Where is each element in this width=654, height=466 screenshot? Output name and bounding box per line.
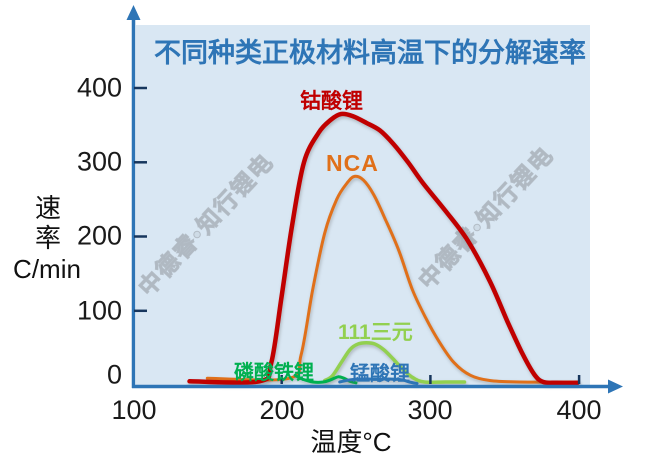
curve-label-nmc111: 111三元 xyxy=(338,321,413,344)
y-tick-label-300: 300 xyxy=(76,146,122,177)
x-tick-label-300: 300 xyxy=(407,395,453,425)
x-tick-label-200: 200 xyxy=(259,395,305,425)
x-tick-label-100: 100 xyxy=(111,395,157,425)
y-axis-arrow-icon xyxy=(126,5,141,20)
curve-nmc111 xyxy=(323,340,467,385)
x-axis-title: 温度°C xyxy=(310,427,392,457)
y-axis-unit: C/min xyxy=(13,254,81,284)
plot-area xyxy=(136,25,590,385)
x-axis-arrow-icon xyxy=(608,379,623,394)
y-axis-title: 速 率 xyxy=(26,193,70,253)
y-tick-label-0: 0 xyxy=(106,359,122,390)
chart-title: 不同种类正极材料高温下的分解速率 xyxy=(154,38,586,68)
curve-label-nca: NCA xyxy=(326,150,379,176)
y-axis-title-char1: 速 xyxy=(34,193,61,223)
y-tick-label-400: 400 xyxy=(76,72,122,103)
x-tick-label-400: 400 xyxy=(556,395,602,425)
curve-label-lco: 钴酸锂 xyxy=(300,90,363,113)
curve-label-lmo: 锰酸锂 xyxy=(350,363,410,385)
curve-nca xyxy=(205,174,579,384)
curve-lco xyxy=(187,111,580,386)
y-axis-title-char2: 率 xyxy=(34,223,61,253)
y-tick-label-100: 100 xyxy=(76,295,122,326)
y-tick-label-200: 200 xyxy=(76,220,122,251)
curve-lmo xyxy=(338,377,419,385)
curve-label-lfp: 磷酸铁锂 xyxy=(234,362,314,384)
